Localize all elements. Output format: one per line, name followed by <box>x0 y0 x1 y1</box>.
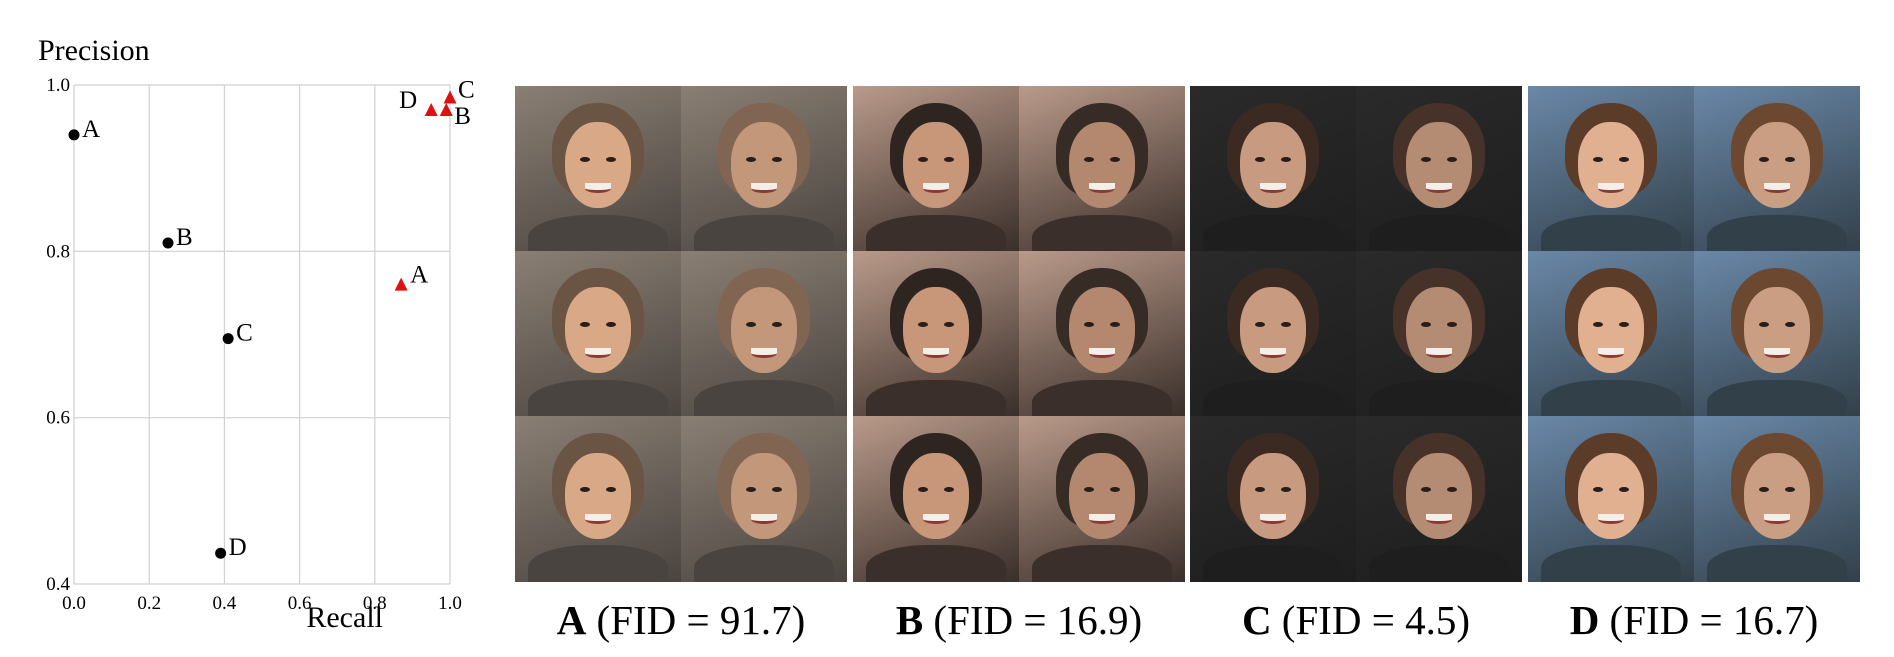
face-image <box>1019 86 1185 251</box>
face-image <box>1528 86 1694 251</box>
triangle-point-A <box>394 277 408 291</box>
face-image <box>515 86 681 251</box>
triangle-point-B <box>439 102 453 116</box>
panel-letter: B <box>895 597 924 643</box>
x-tick-label: 0.6 <box>288 593 312 614</box>
panel-letter: A <box>556 597 587 643</box>
x-tick-label: 1.0 <box>438 593 462 614</box>
face-image <box>853 251 1019 416</box>
face-image <box>1190 251 1356 416</box>
point-label-D: D <box>399 87 417 114</box>
x-tick-label: 0.4 <box>213 593 237 614</box>
point-label-C: C <box>236 320 253 347</box>
sample-panel-D <box>1528 86 1860 582</box>
y-tick-label: 0.6 <box>46 408 70 429</box>
fid-value: (FID = 16.7) <box>1609 597 1819 643</box>
face-image <box>1190 416 1356 582</box>
face-image <box>1694 416 1860 582</box>
x-tick-label: 0.0 <box>62 593 86 614</box>
face-image <box>681 416 847 582</box>
face-image <box>1356 251 1522 416</box>
precision-recall-scatter: 0.0 0.2 0.4 0.6 0.8 1.0 0.4 0.6 0.8 1.0 Precision… <box>38 34 475 634</box>
point-label-B: B <box>454 103 471 130</box>
point-A <box>68 129 80 141</box>
panel-letter: D <box>1569 597 1600 643</box>
y-tick-label: 0.8 <box>46 241 70 262</box>
face-image <box>1528 251 1694 416</box>
panel-caption-D: D (FID = 16.7) <box>1528 596 1860 644</box>
point-label-A: A <box>82 116 100 143</box>
panel-caption-A: A (FID = 91.7) <box>515 596 847 644</box>
face-image <box>1019 251 1185 416</box>
face-image <box>1694 86 1860 251</box>
triangle-point-C <box>443 90 457 104</box>
sample-panel-B <box>853 86 1185 582</box>
face-image <box>1694 251 1860 416</box>
x-tick-label: 0.2 <box>137 593 161 614</box>
x-axis-label: Recall <box>306 601 383 634</box>
sample-panel-C <box>1190 86 1522 582</box>
face-image <box>515 416 681 582</box>
y-tick-label: 1.0 <box>46 75 70 96</box>
fid-value: (FID = 4.5) <box>1281 597 1471 643</box>
face-image <box>1528 416 1694 582</box>
y-tick-label: 0.4 <box>46 574 70 595</box>
face-image <box>681 251 847 416</box>
point-B <box>162 237 174 249</box>
face-image <box>1190 86 1356 251</box>
face-image <box>1356 416 1522 582</box>
face-image <box>853 86 1019 251</box>
face-image <box>1356 86 1522 251</box>
face-image <box>1019 416 1185 582</box>
point-label-A: A <box>410 262 428 289</box>
panel-letter: C <box>1241 597 1272 643</box>
panel-caption-C: C (FID = 4.5) <box>1190 596 1522 644</box>
point-label-D: D <box>229 534 247 561</box>
panel-caption-B: B (FID = 16.9) <box>853 596 1185 644</box>
point-C <box>222 333 234 345</box>
point-label-C: C <box>458 76 475 103</box>
x-tick-label: 0.8 <box>363 593 387 614</box>
face-image <box>853 416 1019 582</box>
face-image <box>515 251 681 416</box>
y-axis-label: Precision <box>38 34 150 67</box>
point-D <box>215 547 227 559</box>
triangle-point-D <box>424 102 438 116</box>
face-image <box>681 86 847 251</box>
sample-panel-A <box>515 86 847 582</box>
fid-value: (FID = 16.9) <box>933 597 1143 643</box>
fid-value: (FID = 91.7) <box>596 597 806 643</box>
point-label-B: B <box>176 224 193 251</box>
